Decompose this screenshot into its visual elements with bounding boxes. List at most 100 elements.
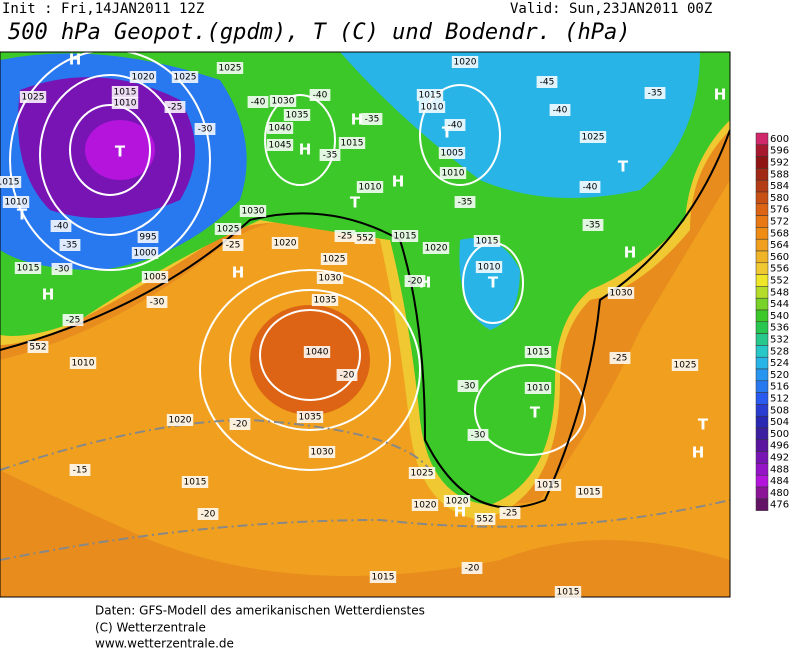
pressure-center-letter: H	[69, 51, 82, 69]
label-box	[336, 369, 358, 381]
contour-label: 1015	[17, 264, 40, 274]
label-box	[214, 223, 242, 235]
colorbar-tick-label: 488	[770, 464, 789, 475]
label-box	[361, 113, 383, 125]
colorbar-tick-label: 600	[770, 134, 789, 145]
contour-label: -35	[323, 151, 338, 161]
colorbar-tick-label: 508	[770, 405, 789, 416]
contour-label: 1015	[476, 237, 499, 247]
colorbar-swatch	[755, 368, 769, 382]
contour-label: 1015	[537, 481, 560, 491]
label-box	[609, 352, 631, 364]
colorbar-swatch	[755, 144, 769, 157]
contour-label: -30	[150, 298, 165, 308]
contour-label: 1015	[0, 178, 19, 188]
label-box	[411, 499, 439, 511]
label-box	[59, 239, 81, 251]
label-box	[27, 341, 49, 353]
contour-label: 1025	[411, 469, 434, 479]
colorbar-swatch	[755, 309, 769, 323]
colorbar-tick-label: 556	[770, 264, 789, 275]
label-box	[607, 287, 635, 299]
contour-label: 995	[139, 233, 156, 243]
colorbar-swatch	[755, 238, 769, 252]
contour-label: 1005	[441, 149, 464, 159]
contour-label: -40	[313, 91, 328, 101]
label-box	[111, 86, 139, 98]
contour-label: 1025	[323, 255, 346, 265]
contour-label: 1015	[527, 348, 550, 358]
contour-label: -25	[613, 354, 628, 364]
label-box	[467, 429, 489, 441]
label-box	[164, 101, 186, 113]
label-box	[473, 235, 501, 247]
label-box	[69, 464, 91, 476]
colorbar-tick-label: 524	[770, 358, 789, 369]
pressure-center-letter: T	[115, 143, 126, 161]
label-box	[266, 122, 294, 134]
contour-label: 1035	[314, 296, 337, 306]
colorbar-tick-label: 496	[770, 441, 789, 452]
label-box	[311, 294, 339, 306]
contour-label: -35	[648, 89, 663, 99]
contour-label: 1015	[341, 139, 364, 149]
contour-label: 1025	[217, 225, 240, 235]
colorbar-swatch	[755, 250, 769, 264]
contour-label: -35	[458, 198, 473, 208]
label-box	[2, 196, 30, 208]
colorbar-tick-label: 520	[770, 370, 789, 381]
footer-line: (C) Wetterzentrale	[95, 621, 206, 635]
label-box	[451, 56, 479, 68]
init-time: Init : Fri,14JAN2011 12Z	[2, 1, 204, 17]
colorbar-swatch	[755, 191, 769, 205]
colorbar-swatch	[755, 392, 769, 405]
colorbar-tick-label: 540	[770, 311, 789, 322]
colorbar-swatch	[755, 439, 769, 452]
colorbar-tick-label: 500	[770, 429, 789, 440]
colorbar-tick-label: 548	[770, 287, 789, 298]
label-box	[416, 89, 444, 101]
contour-label: 1020	[446, 497, 469, 507]
contour-label: 1025	[582, 133, 605, 143]
label-box	[69, 357, 97, 369]
label-box	[438, 147, 466, 159]
contour-label: 1010	[359, 183, 382, 193]
colorbar-swatch	[755, 404, 769, 417]
label-box	[454, 196, 476, 208]
contour-label: 1035	[286, 111, 309, 121]
contour-label: -40	[583, 183, 598, 193]
label-box	[461, 562, 483, 574]
colorbar-swatch	[755, 262, 769, 275]
colorbar-tick-label: 528	[770, 346, 789, 357]
pressure-center-letter: H	[42, 286, 55, 304]
colorbar-swatch	[755, 474, 769, 488]
contour-label: 1020	[414, 501, 437, 511]
label-box	[457, 380, 479, 392]
label-box	[239, 205, 267, 217]
contour-label: 1015	[114, 88, 137, 98]
label-box	[266, 139, 294, 151]
label-box	[575, 486, 603, 498]
label-box	[51, 263, 73, 275]
pressure-center-letter: T	[530, 404, 541, 422]
colorbar-swatch	[755, 415, 769, 429]
label-box	[534, 479, 562, 491]
label-box	[404, 275, 426, 287]
colorbar-tick-label: 592	[770, 158, 789, 169]
contour-label: 1040	[306, 348, 329, 358]
colorbar-tick-label: 572	[770, 217, 789, 228]
pressure-center-letter: T	[442, 124, 453, 142]
contour-label: -20	[340, 371, 355, 381]
colorbar-tick-label: 584	[770, 181, 789, 192]
label-box	[320, 253, 348, 265]
contour-label: 1020	[169, 416, 192, 426]
contour-label: 1040	[269, 124, 292, 134]
label-box	[579, 181, 601, 193]
colorbar-tick-label: 536	[770, 323, 789, 334]
label-box	[216, 62, 244, 74]
contour-label: -35	[63, 241, 78, 251]
contour-label: -30	[55, 265, 70, 275]
colorbar-tick-label: 504	[770, 417, 789, 428]
contour-label: 1030	[311, 448, 334, 458]
